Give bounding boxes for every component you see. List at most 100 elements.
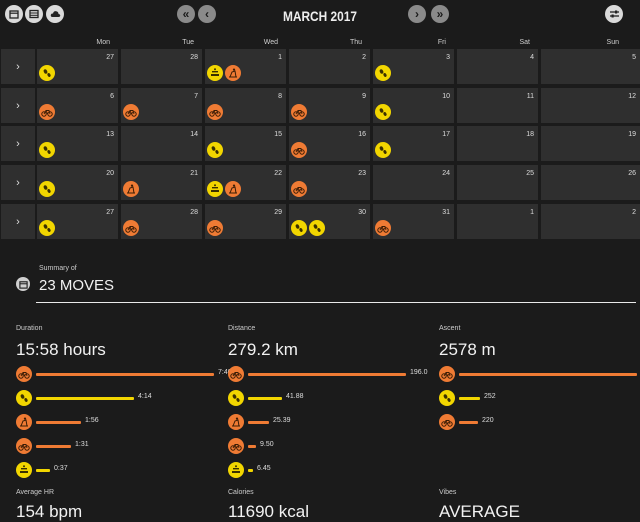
calendar-day-cell[interactable]: 14 xyxy=(121,126,202,161)
week-expand-button[interactable]: › xyxy=(1,49,35,84)
cycling-icon[interactable] xyxy=(375,220,391,236)
breakdown-value: 4:14 xyxy=(138,393,152,400)
walking-icon[interactable] xyxy=(375,142,391,158)
calendar-day-cell[interactable]: 2 xyxy=(541,204,640,239)
calendar-day-cell[interactable]: 1 xyxy=(457,204,538,239)
summary-calendar-icon xyxy=(16,277,30,291)
indoor-cycling-icon xyxy=(16,414,32,430)
week-expand-button[interactable]: › xyxy=(1,204,35,239)
list-view-button[interactable] xyxy=(25,5,43,23)
cycling-icon[interactable] xyxy=(39,104,55,120)
cloud-sync-button[interactable] xyxy=(46,5,64,23)
weekday-label: Sat xyxy=(519,39,530,46)
next-year-button[interactable]: » xyxy=(431,5,449,23)
sliders-icon xyxy=(609,10,619,18)
calendar-day-cell[interactable]: 24 xyxy=(373,165,454,200)
duration-breakdown-row: 7:40 xyxy=(16,366,254,382)
calendar-view-button[interactable] xyxy=(5,5,23,23)
calendar-day-cell[interactable]: 10 xyxy=(373,88,454,123)
calendar-day-cell[interactable]: 29 xyxy=(205,204,286,239)
week-expand-button[interactable]: › xyxy=(1,88,35,123)
weights-icon[interactable] xyxy=(207,181,223,197)
calendar-day-cell[interactable]: 21 xyxy=(121,165,202,200)
breakdown-bar xyxy=(459,373,637,376)
calendar-day-cell[interactable]: 8 xyxy=(205,88,286,123)
calendar-day-cell[interactable]: 16 xyxy=(289,126,370,161)
cycling-icon[interactable] xyxy=(207,104,223,120)
calendar-day-cell[interactable]: 15 xyxy=(205,126,286,161)
calories-value: 11690 kcal xyxy=(228,502,309,521)
calendar-day-cell[interactable]: 20 xyxy=(37,165,118,200)
weekday-label: Thu xyxy=(349,39,362,46)
calendar-day-cell[interactable]: 12 xyxy=(541,88,640,123)
calendar-day-cell[interactable]: 4 xyxy=(457,49,538,84)
day-activities xyxy=(291,220,325,236)
day-number: 6 xyxy=(110,93,114,100)
calendar-day-cell[interactable]: 28 xyxy=(121,49,202,84)
calendar-day-cell[interactable]: 30 xyxy=(289,204,370,239)
indoor-cycling-icon[interactable] xyxy=(225,181,241,197)
calendar-day-cell[interactable]: 18 xyxy=(457,126,538,161)
cycling-icon[interactable] xyxy=(291,142,307,158)
day-activities xyxy=(291,142,307,158)
day-activities xyxy=(291,104,307,120)
walking-icon[interactable] xyxy=(39,142,55,158)
calendar-day-cell[interactable]: 31 xyxy=(373,204,454,239)
calendar-day-cell[interactable]: 1 xyxy=(205,49,286,84)
calendar-day-cell[interactable]: 25 xyxy=(457,165,538,200)
breakdown-value: 41.88 xyxy=(286,393,304,400)
calendar-day-cell[interactable]: 19 xyxy=(541,126,640,161)
weekday-label: Sun xyxy=(606,39,619,46)
calendar-day-cell[interactable]: 11 xyxy=(457,88,538,123)
indoor-cycling-icon[interactable] xyxy=(225,65,241,81)
calendar-day-cell[interactable]: 5 xyxy=(541,49,640,84)
breakdown-value: 220 xyxy=(482,417,494,424)
day-number: 20 xyxy=(106,170,114,177)
day-number: 14 xyxy=(190,131,198,138)
calendar-day-cell[interactable]: 9 xyxy=(289,88,370,123)
calendar-day-cell[interactable]: 23 xyxy=(289,165,370,200)
walking-icon[interactable] xyxy=(375,65,391,81)
weekday-label: Wed xyxy=(263,39,278,46)
ascent-breakdown-row: 2106 xyxy=(439,366,640,382)
week-expand-button[interactable]: › xyxy=(1,126,35,161)
walking-icon[interactable] xyxy=(375,104,391,120)
walking-icon[interactable] xyxy=(291,220,307,236)
filter-settings-button[interactable] xyxy=(605,5,623,23)
walking-icon[interactable] xyxy=(39,65,55,81)
week-expand-button[interactable]: › xyxy=(1,165,35,200)
day-number: 13 xyxy=(106,131,114,138)
previous-month-button[interactable]: ‹ xyxy=(198,5,216,23)
day-activities xyxy=(375,65,391,81)
calendar-day-cell[interactable]: 27 xyxy=(37,204,118,239)
calendar-day-cell[interactable]: 27 xyxy=(37,49,118,84)
calendar-day-cell[interactable]: 2 xyxy=(289,49,370,84)
walking-icon[interactable] xyxy=(309,220,325,236)
cycling-icon xyxy=(228,366,244,382)
weights-icon[interactable] xyxy=(207,65,223,81)
day-number: 4 xyxy=(530,54,534,61)
calendar-day-cell[interactable]: 28 xyxy=(121,204,202,239)
walking-icon[interactable] xyxy=(207,142,223,158)
duration-breakdown-row: 1:56 xyxy=(16,414,254,430)
day-activities xyxy=(207,104,223,120)
cycling-icon[interactable] xyxy=(291,181,307,197)
calendar-day-cell[interactable]: 13 xyxy=(37,126,118,161)
calendar-day-cell[interactable]: 26 xyxy=(541,165,640,200)
walking-icon[interactable] xyxy=(39,220,55,236)
breakdown-value: 6.45 xyxy=(257,465,271,472)
cycling-icon[interactable] xyxy=(207,220,223,236)
calendar-day-cell[interactable]: 22 xyxy=(205,165,286,200)
cycling-icon[interactable] xyxy=(123,104,139,120)
next-month-button[interactable]: › xyxy=(408,5,426,23)
calendar-day-cell[interactable]: 3 xyxy=(373,49,454,84)
cycling-icon[interactable] xyxy=(123,220,139,236)
walking-icon[interactable] xyxy=(39,181,55,197)
previous-year-button[interactable]: « xyxy=(177,5,195,23)
cycling-icon[interactable] xyxy=(291,104,307,120)
breakdown-bar xyxy=(459,421,478,424)
indoor-cycling-icon[interactable] xyxy=(123,181,139,197)
calendar-day-cell[interactable]: 6 xyxy=(37,88,118,123)
calendar-day-cell[interactable]: 7 xyxy=(121,88,202,123)
calendar-day-cell[interactable]: 17 xyxy=(373,126,454,161)
